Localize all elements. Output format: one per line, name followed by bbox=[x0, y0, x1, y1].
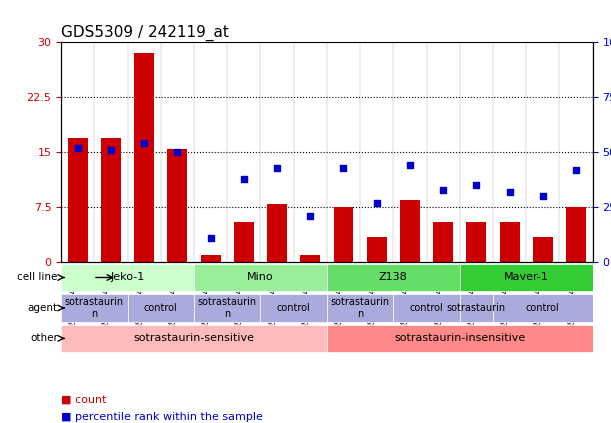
FancyBboxPatch shape bbox=[393, 294, 459, 321]
Bar bbox=[367, 236, 387, 262]
Text: Z138: Z138 bbox=[379, 272, 408, 283]
Point bbox=[239, 175, 249, 182]
FancyBboxPatch shape bbox=[327, 294, 393, 321]
FancyBboxPatch shape bbox=[128, 294, 194, 321]
Point bbox=[306, 213, 315, 220]
Text: control: control bbox=[410, 303, 444, 313]
Bar bbox=[234, 222, 254, 262]
Bar bbox=[533, 236, 553, 262]
Bar bbox=[167, 148, 188, 262]
Bar bbox=[566, 207, 586, 262]
Point bbox=[272, 164, 282, 171]
Text: Mino: Mino bbox=[247, 272, 274, 283]
Text: sotrastaurin: sotrastaurin bbox=[447, 303, 506, 313]
FancyBboxPatch shape bbox=[61, 325, 327, 352]
Bar bbox=[334, 207, 353, 262]
Point bbox=[505, 189, 514, 195]
Point bbox=[206, 235, 216, 242]
Point bbox=[571, 167, 581, 173]
Text: control: control bbox=[526, 303, 560, 313]
FancyBboxPatch shape bbox=[493, 294, 593, 321]
Text: Jeko-1: Jeko-1 bbox=[111, 272, 145, 283]
Text: agent: agent bbox=[27, 303, 58, 313]
Point bbox=[472, 182, 481, 189]
Text: other: other bbox=[30, 333, 58, 343]
FancyBboxPatch shape bbox=[327, 264, 459, 291]
FancyBboxPatch shape bbox=[260, 294, 327, 321]
Point bbox=[338, 164, 348, 171]
Bar bbox=[466, 222, 486, 262]
FancyBboxPatch shape bbox=[194, 294, 260, 321]
Bar bbox=[500, 222, 519, 262]
Bar bbox=[68, 137, 88, 262]
Text: GDS5309 / 242119_at: GDS5309 / 242119_at bbox=[61, 25, 229, 41]
Text: sotrastaurin
n: sotrastaurin n bbox=[331, 297, 390, 319]
Text: Maver-1: Maver-1 bbox=[504, 272, 549, 283]
Bar bbox=[267, 203, 287, 262]
Bar bbox=[400, 200, 420, 262]
Text: sotrastaurin-insensitive: sotrastaurin-insensitive bbox=[394, 333, 525, 343]
FancyBboxPatch shape bbox=[61, 264, 194, 291]
Point bbox=[73, 145, 82, 151]
Text: sotrastaurin
n: sotrastaurin n bbox=[65, 297, 124, 319]
FancyBboxPatch shape bbox=[459, 264, 593, 291]
Bar bbox=[301, 255, 320, 262]
Point bbox=[405, 162, 415, 169]
Text: control: control bbox=[144, 303, 178, 313]
Point bbox=[372, 200, 382, 206]
Point bbox=[538, 193, 547, 200]
FancyBboxPatch shape bbox=[327, 325, 593, 352]
Point bbox=[172, 149, 182, 156]
Text: control: control bbox=[277, 303, 310, 313]
Text: sotrastaurin-sensitive: sotrastaurin-sensitive bbox=[133, 333, 255, 343]
Bar bbox=[101, 137, 121, 262]
FancyBboxPatch shape bbox=[459, 294, 493, 321]
Text: cell line: cell line bbox=[17, 272, 58, 283]
Point bbox=[106, 147, 116, 154]
Point bbox=[139, 140, 149, 147]
Point bbox=[438, 186, 448, 193]
Bar bbox=[134, 53, 154, 262]
Text: ■ percentile rank within the sample: ■ percentile rank within the sample bbox=[61, 412, 263, 422]
Text: ■ count: ■ count bbox=[61, 395, 106, 405]
FancyBboxPatch shape bbox=[61, 294, 128, 321]
Bar bbox=[433, 222, 453, 262]
Text: sotrastaurin
n: sotrastaurin n bbox=[197, 297, 257, 319]
Bar bbox=[200, 255, 221, 262]
FancyBboxPatch shape bbox=[194, 264, 327, 291]
